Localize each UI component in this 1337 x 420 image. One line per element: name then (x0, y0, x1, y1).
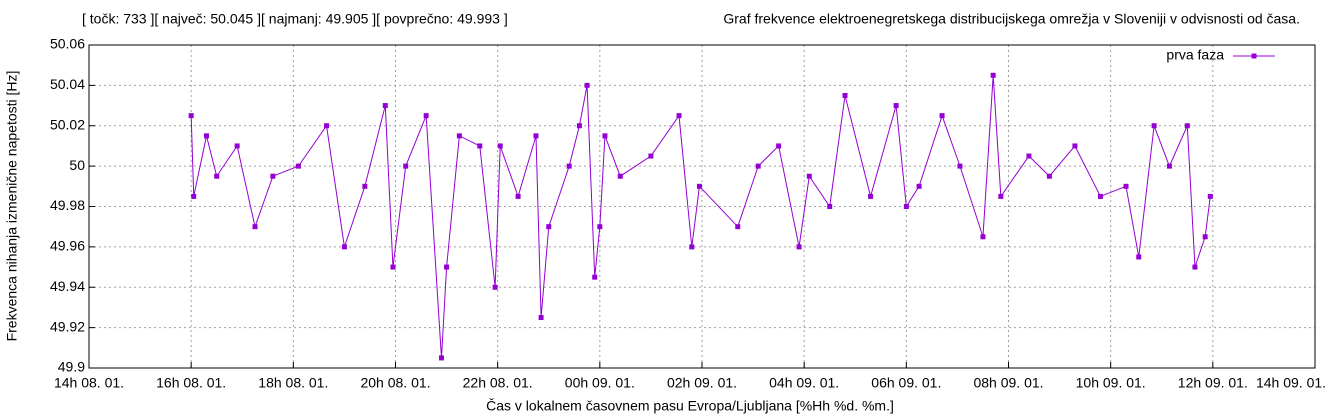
y-tick-label: 49.98 (50, 197, 85, 213)
x-tick-label: 22h 08. 01. (463, 375, 533, 391)
point (584, 82, 590, 88)
y-tick-label: 49.9 (58, 359, 85, 375)
point (1097, 193, 1103, 199)
x-tick-label: 04h 09. 01. (769, 375, 839, 391)
point (533, 133, 539, 139)
point (1151, 123, 1157, 129)
point (234, 143, 240, 149)
y-tick-label: 50.04 (50, 76, 85, 92)
point (295, 163, 301, 169)
y-tick-label: 50.02 (50, 116, 85, 132)
x-tick-label: 00h 09. 01. (565, 375, 635, 391)
point (1192, 264, 1198, 270)
x-tick-label: 14h 08. 01. (54, 375, 124, 391)
point (893, 103, 899, 109)
chart-title: Graf frekvence elektroenegretskega distr… (723, 11, 1300, 27)
x-tick-label: 10h 09. 01. (1076, 375, 1146, 391)
point (324, 123, 330, 129)
y-tick-label: 50.06 (50, 36, 85, 52)
point (916, 183, 922, 189)
point (903, 204, 909, 209)
point (602, 133, 608, 139)
x-tick-label: 12h 09. 01. (1178, 375, 1248, 391)
point (341, 244, 347, 250)
point (1166, 163, 1172, 169)
point (1136, 254, 1142, 260)
x-tick-label: 20h 08. 01. (360, 375, 430, 391)
point (998, 193, 1004, 199)
point (382, 103, 388, 109)
point (497, 143, 503, 149)
x-tick-label: 06h 09. 01. (871, 375, 941, 391)
point (1026, 153, 1032, 159)
point (617, 173, 623, 179)
legend-marker (1251, 53, 1257, 59)
point (980, 234, 986, 240)
point (676, 113, 682, 119)
stats: [ točk: 733 ][ največ: 50.045 ][ najmanj… (82, 11, 508, 27)
point (456, 133, 462, 139)
point (1072, 143, 1078, 149)
x-tick-label: 08h 09. 01. (973, 375, 1043, 391)
point (515, 193, 521, 199)
point (939, 113, 945, 119)
point (842, 92, 848, 98)
point (492, 284, 498, 290)
point (390, 264, 396, 270)
x-axis-label: Čas v lokalnem časovnem pasu Evropa/Ljub… (486, 398, 894, 414)
point (214, 173, 220, 179)
legend-label: prva faza (1166, 47, 1224, 63)
point (576, 123, 582, 129)
point (868, 193, 874, 199)
x-tick-label: 02h 09. 01. (667, 375, 737, 391)
x-tick-label: 18h 08. 01. (258, 375, 328, 391)
point (1123, 183, 1129, 189)
point (597, 224, 603, 230)
point (755, 163, 761, 169)
point (957, 163, 963, 169)
point (1207, 193, 1213, 199)
point (203, 133, 209, 139)
point (1184, 123, 1190, 129)
point (566, 163, 572, 169)
point (990, 72, 996, 78)
point (1202, 234, 1208, 240)
point (546, 224, 552, 230)
point (362, 183, 368, 189)
y-tick-label: 49.94 (50, 278, 85, 294)
plot-frame (88, 44, 1316, 369)
y-tick-label: 49.96 (50, 238, 85, 254)
point (592, 274, 598, 280)
point (270, 173, 276, 179)
point (796, 244, 802, 250)
point (438, 355, 444, 361)
point (696, 183, 702, 189)
point (403, 163, 409, 169)
point (735, 224, 741, 230)
point (776, 143, 782, 149)
point (252, 224, 258, 230)
x-tick-label: 16h 08. 01. (156, 375, 226, 391)
point (648, 153, 654, 159)
point (538, 315, 544, 321)
point (477, 143, 483, 149)
y-tick-label: 50 (69, 157, 85, 173)
point (423, 113, 429, 119)
x-tick-label: 14h 09. 01. (1256, 375, 1326, 391)
point (1046, 173, 1052, 179)
y-tick-label: 49.92 (50, 318, 85, 334)
point (191, 193, 197, 199)
point (188, 113, 194, 119)
point (444, 264, 450, 270)
y-axis-label: Frekvenca nihanja izmenične napetosti [H… (4, 71, 20, 342)
point (806, 173, 812, 179)
line (190, 75, 1211, 358)
point (827, 204, 833, 209)
point (689, 244, 695, 250)
